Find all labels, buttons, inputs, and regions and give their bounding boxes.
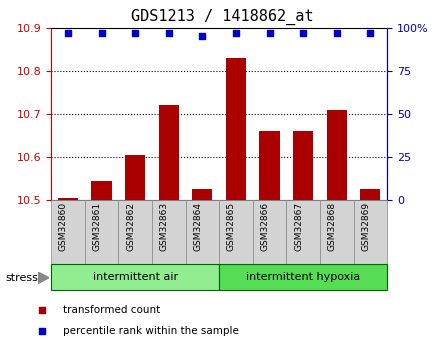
Bar bbox=[186, 200, 219, 264]
Bar bbox=[259, 131, 279, 200]
Point bbox=[132, 30, 139, 36]
Bar bbox=[51, 264, 219, 290]
Point bbox=[39, 307, 46, 313]
Bar bbox=[320, 200, 354, 264]
Bar bbox=[192, 189, 212, 200]
Point bbox=[299, 30, 307, 36]
Text: intermittent air: intermittent air bbox=[93, 272, 178, 282]
Point bbox=[266, 30, 273, 36]
Point bbox=[65, 30, 72, 36]
Text: GSM32864: GSM32864 bbox=[194, 202, 202, 251]
Bar bbox=[125, 155, 145, 200]
Text: stress: stress bbox=[6, 273, 39, 283]
Text: GSM32865: GSM32865 bbox=[227, 202, 236, 251]
Bar bbox=[152, 200, 186, 264]
Text: GDS1213 / 1418862_at: GDS1213 / 1418862_at bbox=[131, 9, 314, 25]
Text: GSM32866: GSM32866 bbox=[261, 202, 270, 251]
Bar bbox=[51, 200, 85, 264]
Text: GSM32868: GSM32868 bbox=[328, 202, 337, 251]
Bar bbox=[159, 105, 179, 200]
Bar bbox=[92, 181, 112, 200]
Point bbox=[98, 30, 105, 36]
Point bbox=[333, 30, 340, 36]
Text: transformed count: transformed count bbox=[63, 305, 160, 315]
Point bbox=[367, 30, 374, 36]
Bar bbox=[226, 58, 246, 200]
Bar bbox=[118, 200, 152, 264]
Text: GSM32860: GSM32860 bbox=[59, 202, 68, 251]
Bar bbox=[327, 109, 347, 200]
Text: intermittent hypoxia: intermittent hypoxia bbox=[246, 272, 360, 282]
Point bbox=[199, 33, 206, 39]
Text: percentile rank within the sample: percentile rank within the sample bbox=[63, 326, 239, 336]
Point bbox=[39, 329, 46, 334]
Text: GSM32862: GSM32862 bbox=[126, 202, 135, 251]
Bar bbox=[287, 200, 320, 264]
Text: GSM32869: GSM32869 bbox=[361, 202, 370, 251]
Point bbox=[165, 30, 172, 36]
Bar bbox=[219, 200, 253, 264]
Text: GSM32863: GSM32863 bbox=[160, 202, 169, 251]
Bar bbox=[253, 200, 287, 264]
Point bbox=[232, 30, 239, 36]
Polygon shape bbox=[38, 272, 49, 284]
Bar bbox=[293, 131, 313, 200]
Bar bbox=[85, 200, 118, 264]
Text: GSM32867: GSM32867 bbox=[294, 202, 303, 251]
Bar bbox=[360, 189, 380, 200]
Bar bbox=[353, 200, 387, 264]
Bar bbox=[58, 198, 78, 200]
Bar bbox=[219, 264, 387, 290]
Text: GSM32861: GSM32861 bbox=[93, 202, 101, 251]
